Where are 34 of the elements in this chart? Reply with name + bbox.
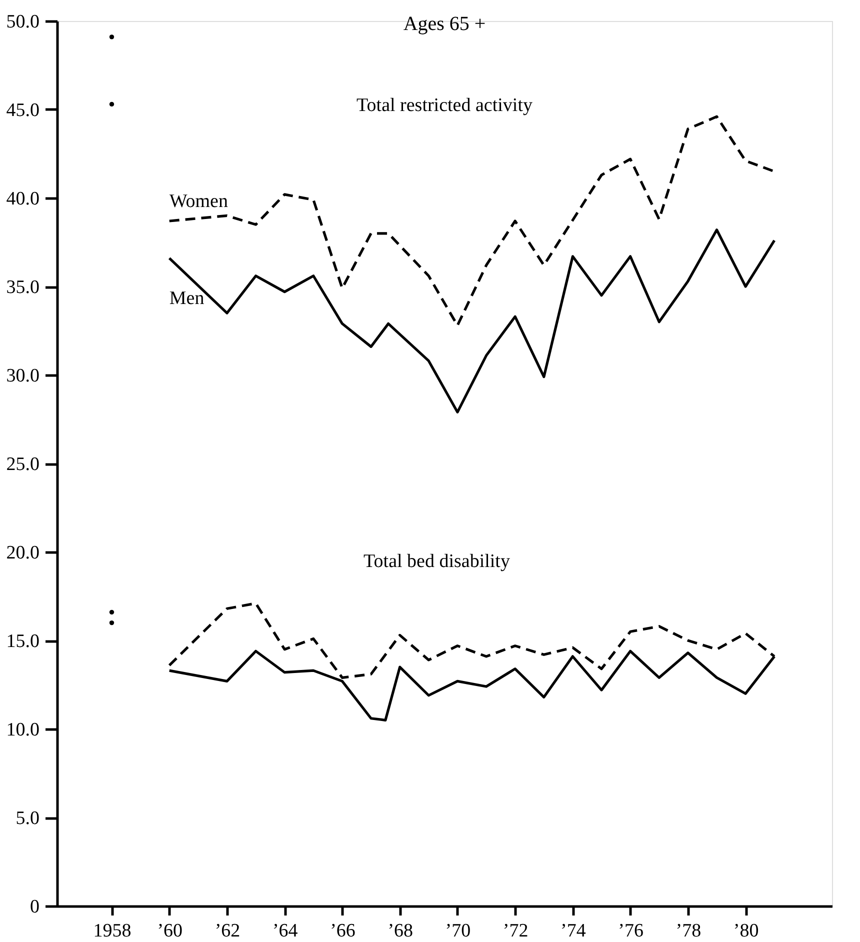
line-series — [168, 228, 776, 414]
annotation: Total restricted activity — [356, 95, 533, 116]
x-tick-label: ’68 — [388, 920, 414, 942]
line-series — [168, 115, 776, 327]
y-tick-label: 35.0 — [6, 277, 40, 298]
annotation: Total bed disability — [364, 550, 510, 572]
y-tick-label: 15.0 — [6, 631, 40, 652]
x-tick-label: ’76 — [618, 920, 644, 942]
series-label: Men — [169, 288, 205, 310]
y-tick-label: 5.0 — [16, 808, 40, 829]
x-tick-label: ’72 — [502, 920, 528, 942]
y-tick-label: 40.0 — [6, 188, 40, 210]
point — [109, 34, 114, 40]
y-tick-label: 25.0 — [6, 454, 40, 475]
point — [109, 102, 114, 107]
series-label: Women — [169, 191, 228, 212]
y-tick-label: 30.0 — [6, 366, 40, 386]
y-tick-label: 50.0 — [6, 12, 40, 32]
x-tick-label: ’66 — [330, 920, 356, 942]
x-tick-label: ’64 — [272, 920, 298, 942]
x-tick-label: ’60 — [157, 920, 183, 942]
x-tick-label: ’78 — [676, 920, 702, 942]
y-tick-label: 20.0 — [6, 542, 40, 564]
chart-title: Ages 65 + — [403, 13, 486, 35]
x-tick-label: 1958 — [93, 920, 132, 942]
y-tick-label: 0 — [30, 896, 40, 918]
x-tick-label: ’74 — [560, 920, 586, 942]
y-tick-label: 45.0 — [6, 100, 40, 121]
point — [109, 610, 114, 615]
x-tick-label: ’70 — [445, 920, 471, 942]
point — [109, 620, 114, 626]
y-tick-label: 10.0 — [6, 720, 40, 740]
x-tick-label: ’62 — [214, 920, 240, 942]
x-tick-label: ’80 — [733, 920, 759, 942]
